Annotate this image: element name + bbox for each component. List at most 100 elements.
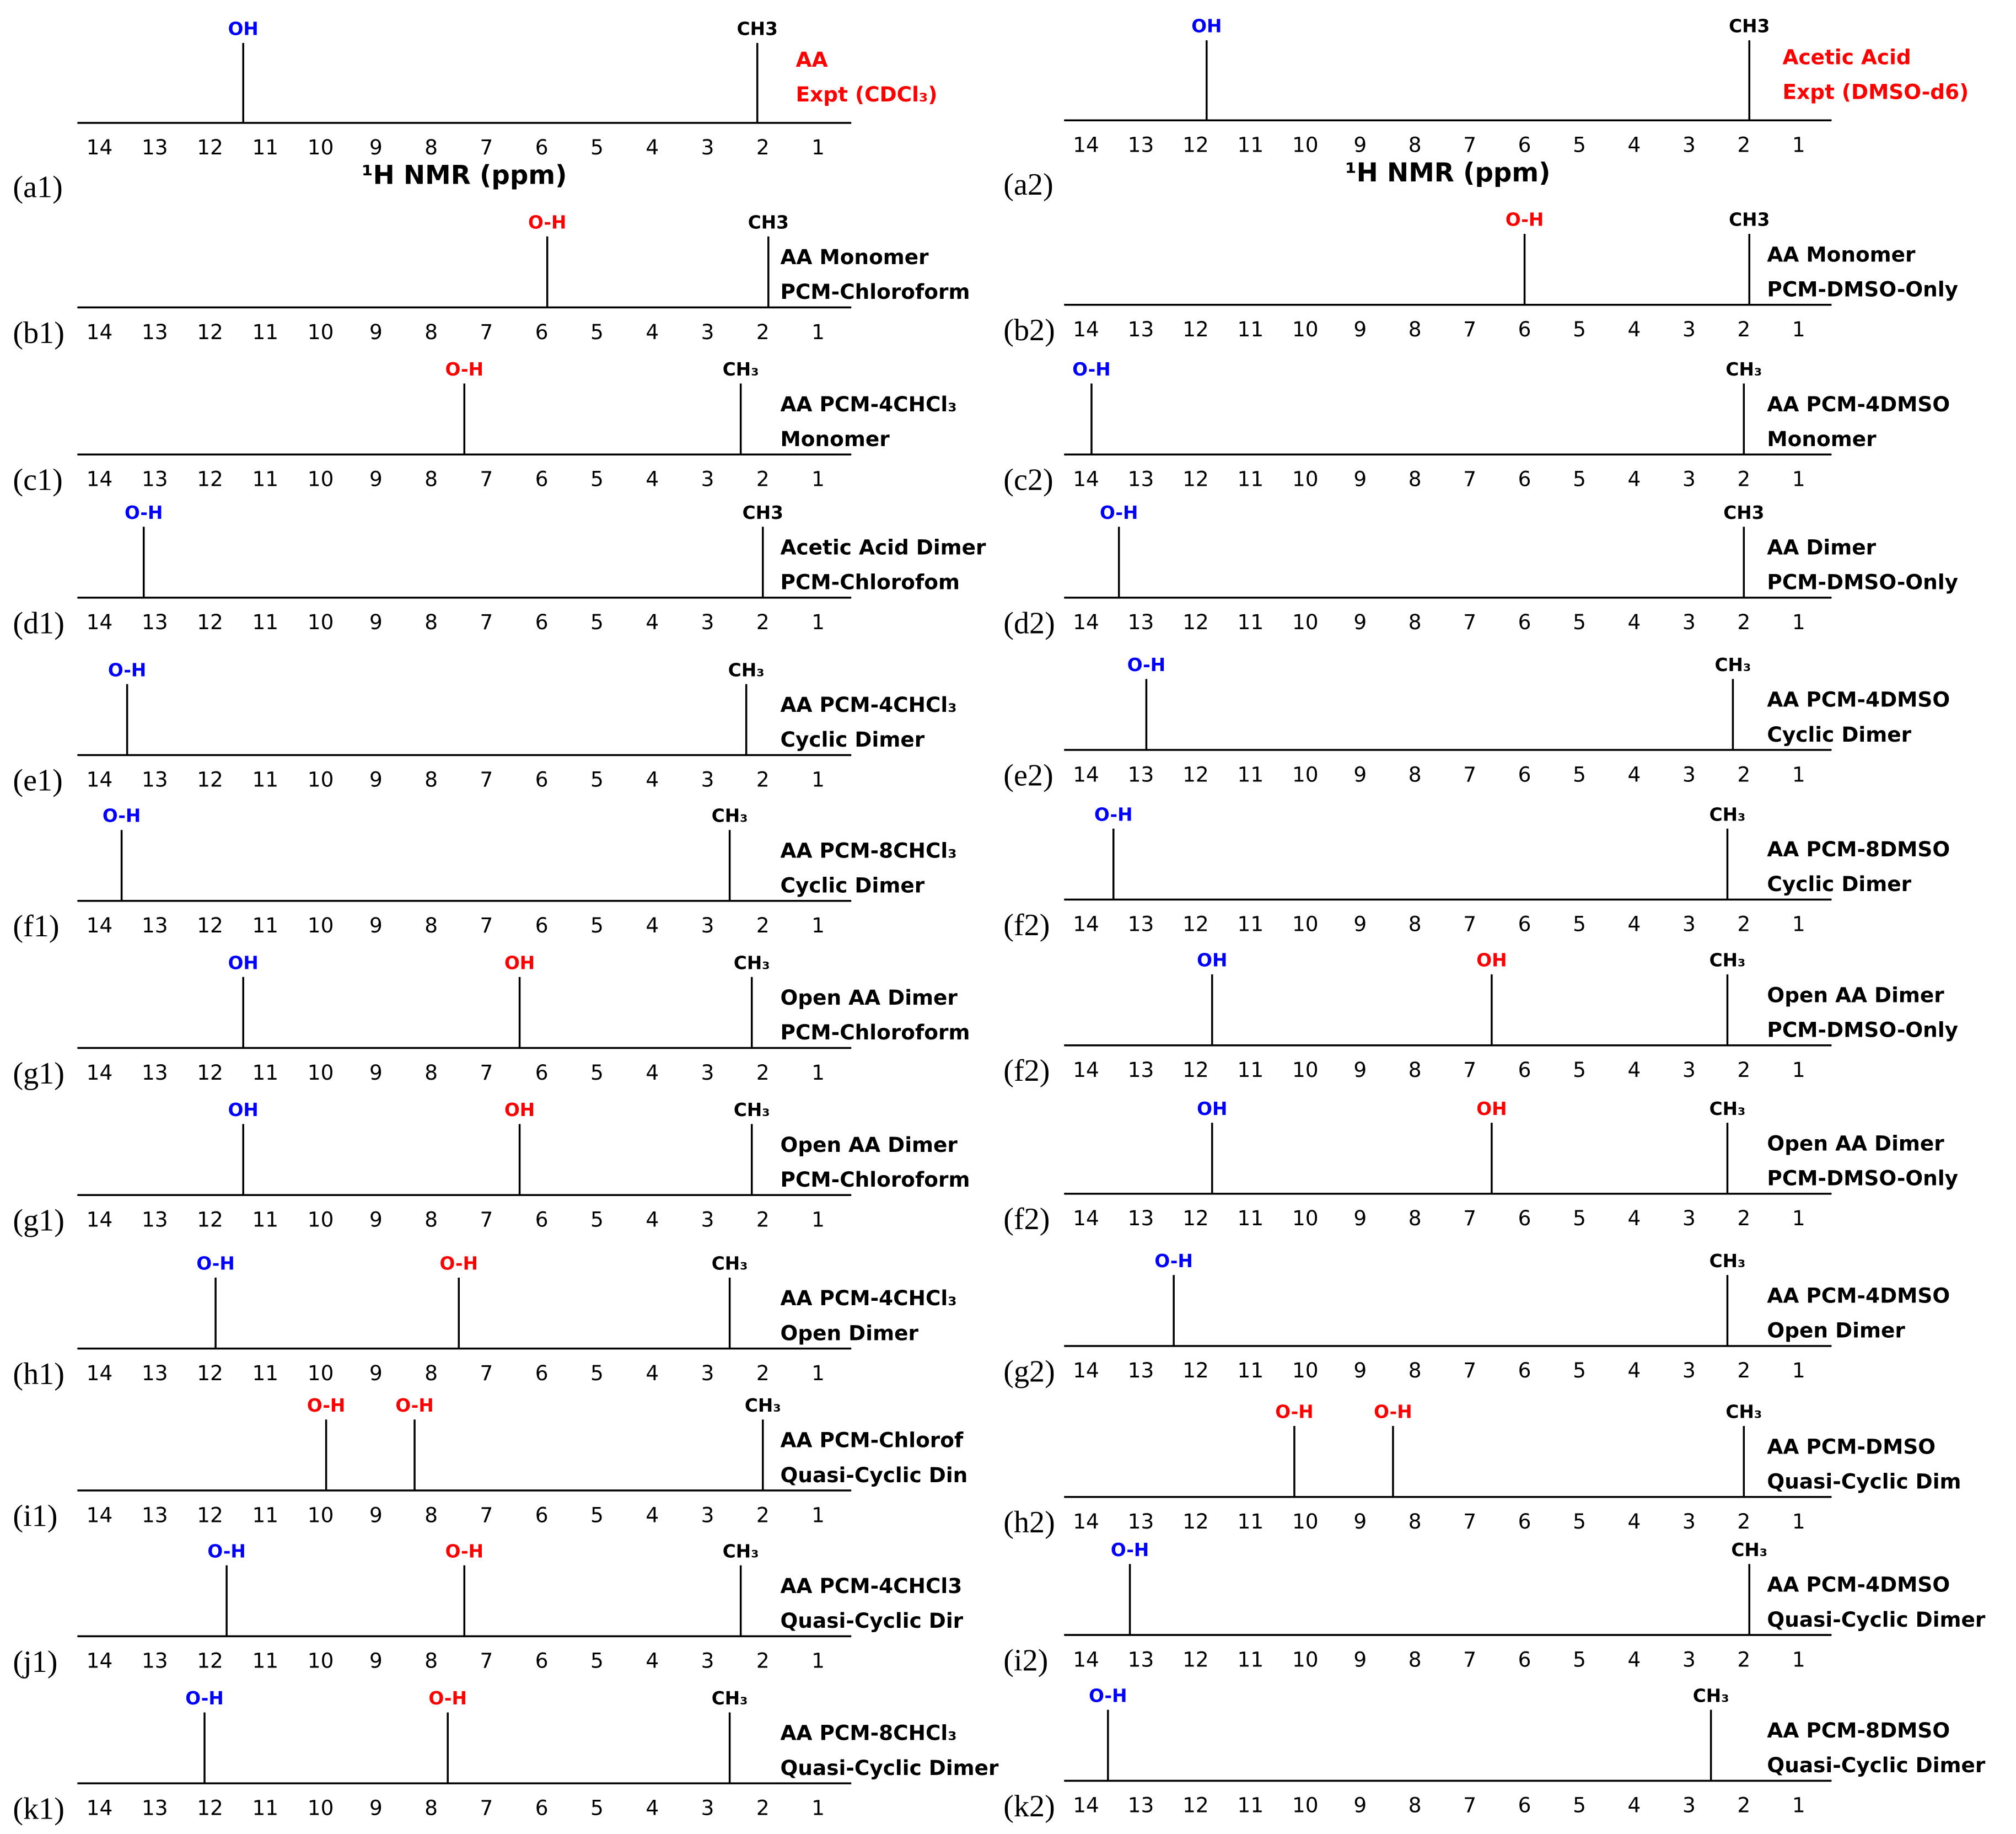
x-tick-label: 3 — [1682, 1793, 1696, 1817]
x-tick-label: 1 — [811, 1060, 825, 1085]
x-tick-label: 5 — [590, 135, 604, 159]
x-tick-label: 14 — [1073, 133, 1099, 157]
x-tick-label: 1 — [811, 610, 825, 634]
x-tick-label: 10 — [308, 1649, 334, 1673]
x-tick-label: 7 — [1463, 610, 1476, 634]
peak-label: O-H — [1374, 1402, 1412, 1423]
x-tick-label: 9 — [1353, 1647, 1367, 1671]
x-tick-label: 11 — [252, 1795, 279, 1820]
x-tick-label: 2 — [1737, 912, 1750, 936]
peak-label: OH — [1197, 1098, 1227, 1119]
panel-label: (e1) — [13, 764, 62, 798]
annotation: PCM-DMSO-Only — [1767, 1166, 1958, 1191]
x-tick-label: 8 — [424, 1361, 438, 1385]
x-tick-label: 12 — [197, 135, 223, 159]
x-tick-label: 9 — [1353, 912, 1367, 936]
x-tick-label: 6 — [1518, 762, 1531, 786]
x-tick-label: 10 — [308, 1795, 334, 1820]
x-tick-label: 6 — [535, 1361, 549, 1385]
peak-label: O-H — [528, 212, 566, 233]
x-tick-label: 6 — [535, 913, 549, 937]
peak-label: CH₃ — [712, 806, 748, 827]
annotation: AA PCM-4DMSO — [1767, 392, 1950, 416]
x-tick-label: 9 — [369, 1060, 383, 1085]
x-tick-label: 8 — [1408, 1509, 1422, 1533]
x-tick-label: 3 — [701, 135, 714, 159]
peak-label: O-H — [196, 1253, 234, 1274]
x-tick-label: 3 — [1682, 762, 1696, 786]
x-tick-label: 13 — [142, 1649, 168, 1673]
x-tick-label: 7 — [480, 1060, 493, 1085]
panel-label: (a1) — [13, 170, 62, 204]
x-tick-label: 4 — [646, 1361, 659, 1385]
annotation: Open AA Dimer — [1767, 1131, 1944, 1155]
x-tick-label: 11 — [252, 1503, 279, 1527]
x-tick-label: 10 — [1292, 1206, 1319, 1230]
x-tick-label: 2 — [1737, 610, 1750, 634]
x-tick-label: 12 — [197, 1208, 223, 1232]
x-tick-label: 12 — [1182, 317, 1209, 341]
x-tick-label: 1 — [811, 1649, 825, 1673]
x-tick-label: 3 — [701, 320, 714, 344]
x-tick-label: 8 — [424, 1503, 438, 1527]
x-tick-label: 1 — [1792, 1058, 1805, 1082]
x-tick-label: 5 — [590, 1060, 604, 1085]
x-tick-label: 3 — [1682, 1206, 1696, 1230]
x-tick-label: 9 — [369, 467, 383, 491]
x-tick-label: 8 — [424, 1795, 438, 1820]
peak-label: O-H — [445, 1541, 483, 1562]
peak-label: CH₃ — [723, 359, 759, 380]
panel-label: (b2) — [1003, 313, 1055, 347]
x-tick-label: 13 — [1128, 1206, 1154, 1230]
x-tick-label: 14 — [87, 1361, 113, 1385]
x-tick-label: 3 — [701, 768, 714, 792]
x-tick-label: 5 — [1573, 762, 1586, 786]
panel-label: (g1) — [13, 1204, 64, 1238]
x-tick-label: 14 — [87, 913, 113, 937]
x-tick-label: 12 — [197, 1795, 223, 1820]
panel-label: (k1) — [13, 1792, 64, 1826]
x-tick-label: 7 — [1463, 317, 1476, 341]
x-tick-label: 13 — [1128, 1058, 1154, 1082]
x-tick-label: 7 — [1463, 1358, 1476, 1382]
x-tick-label: 1 — [1792, 1206, 1805, 1230]
x-tick-label: 12 — [197, 320, 223, 344]
x-tick-label: 13 — [1128, 762, 1154, 786]
x-tick-label: 3 — [701, 610, 714, 634]
annotation: PCM-Chloroform — [781, 280, 970, 304]
panel-label: (i2) — [1003, 1643, 1048, 1677]
x-tick-label: 1 — [1792, 317, 1805, 341]
x-tick-label: 8 — [424, 1208, 438, 1232]
x-tick-label: 6 — [535, 1208, 549, 1232]
x-tick-label: 2 — [756, 1208, 770, 1232]
x-tick-label: 10 — [1292, 1509, 1319, 1533]
annotation: Acetic Acid — [1783, 45, 1911, 69]
peak-label: O-H — [185, 1688, 223, 1709]
x-tick-label: 14 — [87, 1649, 113, 1673]
x-tick-label: 2 — [1737, 762, 1750, 786]
annotation: Quasi-Cyclic Dimer — [781, 1756, 999, 1780]
x-tick-label: 12 — [197, 1361, 223, 1385]
x-tick-label: 9 — [369, 1795, 383, 1820]
x-tick-label: 4 — [646, 1649, 659, 1673]
x-tick-label: 6 — [535, 135, 549, 159]
x-tick-label: 14 — [87, 610, 113, 634]
peak-label: CH₃ — [1709, 1098, 1746, 1119]
x-tick-label: 4 — [1628, 762, 1641, 786]
x-tick-label: 14 — [1073, 1793, 1099, 1817]
x-tick-label: 7 — [1463, 1509, 1476, 1533]
x-tick-label: 5 — [1573, 1206, 1586, 1230]
x-tick-label: 11 — [252, 320, 279, 344]
annotation: AA PCM-4CHCl3 — [781, 1574, 963, 1598]
x-tick-label: 8 — [1408, 762, 1422, 786]
x-tick-label: 3 — [701, 1503, 714, 1527]
x-tick-label: 3 — [701, 1361, 714, 1385]
x-tick-label: 2 — [756, 467, 770, 491]
peak-label: O-H — [445, 359, 483, 380]
annotation: PCM-Chloroform — [781, 1167, 970, 1192]
annotation: Open AA Dimer — [1767, 983, 1944, 1007]
x-tick-label: 3 — [1682, 1058, 1696, 1082]
peak-label: CH₃ — [1709, 804, 1746, 825]
x-tick-label: 2 — [756, 1503, 770, 1527]
x-tick-label: 6 — [535, 1649, 549, 1673]
